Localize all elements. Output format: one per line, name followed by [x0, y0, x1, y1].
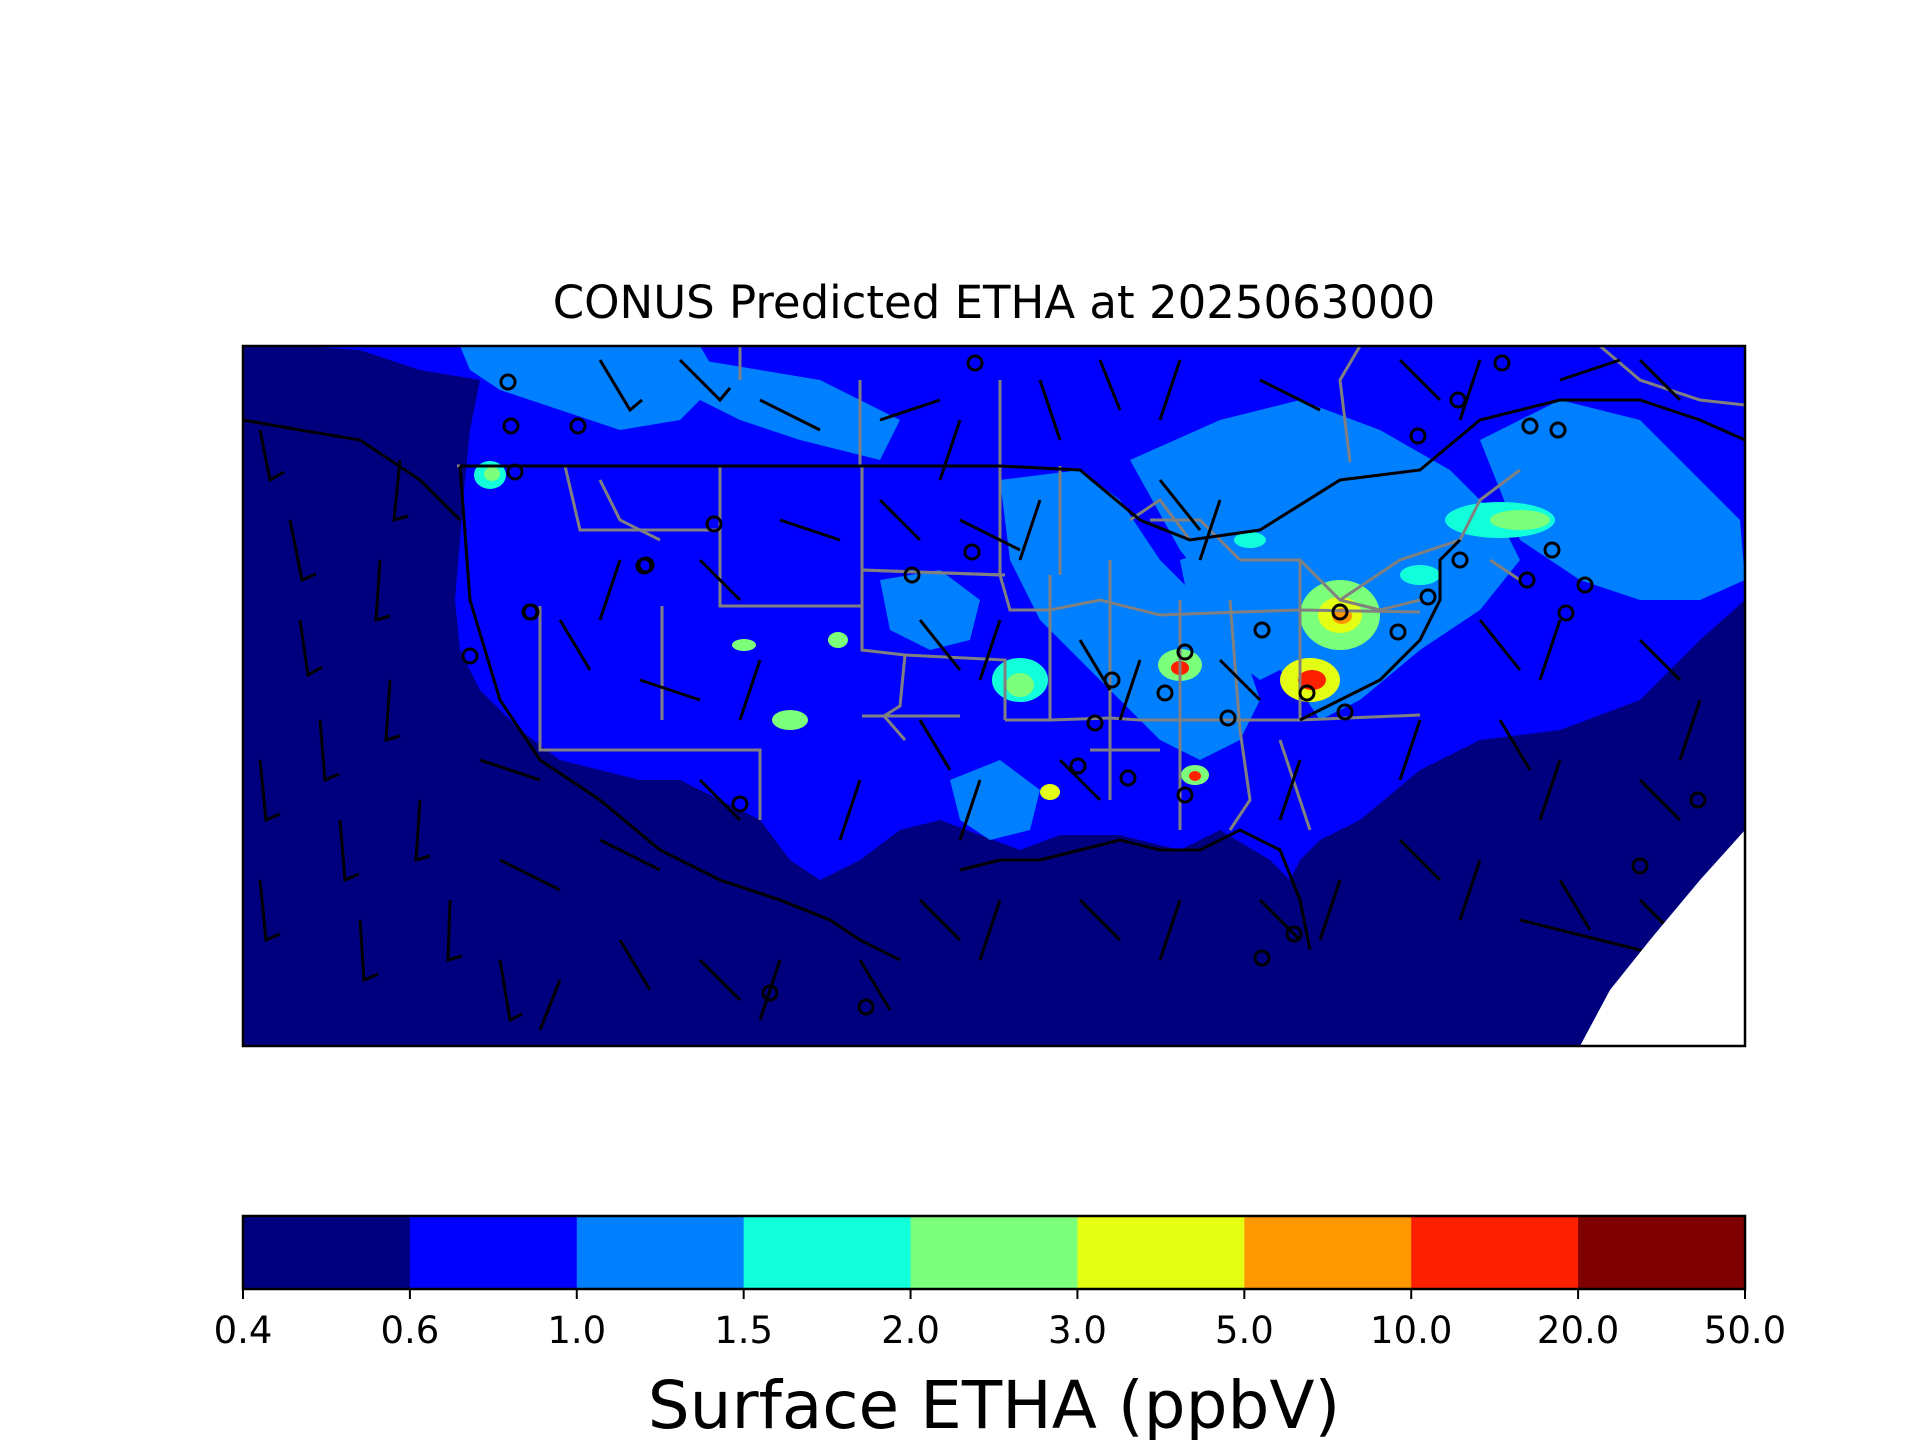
colorbar-tick-label: 3.0 — [1048, 1309, 1107, 1352]
colorbar-bin — [743, 1216, 912, 1289]
colorbar-tick-label: 2.0 — [881, 1309, 940, 1352]
colorbar-tick-label: 1.5 — [714, 1309, 773, 1352]
no-data-region — [1580, 830, 1745, 1046]
colorbar-bin — [243, 1216, 411, 1289]
colorbar-tick-label: 20.0 — [1537, 1309, 1619, 1352]
wind-barbs — [258, 358, 1702, 1031]
colorbar-tick-label: 0.4 — [214, 1309, 273, 1352]
calm-wind-circles — [461, 354, 1707, 1016]
colorbar-tick-label: 50.0 — [1704, 1309, 1786, 1352]
colorbar-tick-label: 10.0 — [1370, 1309, 1452, 1352]
colorbar-tick-label: 0.6 — [380, 1309, 439, 1352]
colorbar-bin — [1077, 1216, 1245, 1289]
colorbar-bin — [576, 1216, 745, 1289]
colorbar-bin — [1578, 1216, 1746, 1289]
colorbar-bin — [910, 1216, 1078, 1289]
colorbar-bin — [1244, 1216, 1412, 1289]
country-boundaries — [243, 398, 1745, 992]
colorbar: 0.4 0.6 1.0 1.5 2.0 3.0 5.0 10.0 20.0 50.0 — [214, 1214, 1786, 1352]
colorbar-bin — [409, 1216, 578, 1289]
colorbar-tick-label: 1.0 — [547, 1309, 606, 1352]
colorbar-bin — [1411, 1216, 1579, 1289]
map-frame — [241, 344, 1747, 1048]
map-title: CONUS Predicted ETHA at 2025063000 — [553, 276, 1436, 329]
colorbar-label: Surface ETHA (ppbV) — [648, 1367, 1341, 1440]
state-boundaries — [457, 346, 1745, 831]
map-panel — [243, 346, 1745, 1046]
colorbar-frame — [241, 1214, 1747, 1291]
colorbar-tick-label: 5.0 — [1215, 1309, 1274, 1352]
